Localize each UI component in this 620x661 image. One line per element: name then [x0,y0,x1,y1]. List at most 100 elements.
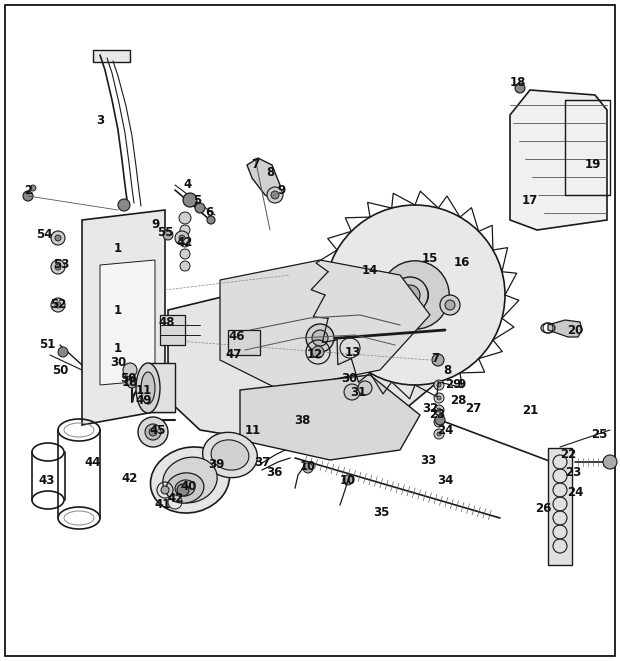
Text: 31: 31 [350,387,366,399]
Ellipse shape [151,447,229,513]
Text: 24: 24 [437,424,453,436]
Circle shape [51,231,65,245]
Polygon shape [548,448,572,565]
Circle shape [123,363,137,377]
Text: 49: 49 [136,393,153,407]
Circle shape [325,205,505,385]
Text: 34: 34 [437,473,453,486]
Text: 11: 11 [245,424,261,436]
Ellipse shape [166,473,204,503]
Text: 53: 53 [53,258,69,272]
Circle shape [312,346,324,358]
Text: 30: 30 [341,371,357,385]
Text: 9: 9 [457,379,465,391]
Text: 1: 1 [114,241,122,254]
Circle shape [23,191,33,201]
Text: 22: 22 [560,449,576,461]
Text: 25: 25 [591,428,607,440]
Ellipse shape [136,363,160,413]
Text: 37: 37 [254,457,270,469]
Circle shape [437,420,441,424]
Text: 1: 1 [114,342,122,354]
Circle shape [434,393,444,403]
Text: 51: 51 [39,338,55,352]
Text: 7: 7 [431,352,439,364]
Circle shape [344,384,360,400]
Polygon shape [93,50,130,62]
Circle shape [343,475,353,485]
Circle shape [440,295,460,315]
Text: 9: 9 [278,184,286,198]
Polygon shape [548,320,582,337]
Text: 54: 54 [36,229,52,241]
Text: 33: 33 [420,453,436,467]
Text: 50: 50 [120,371,136,385]
Circle shape [400,285,420,305]
Text: 18: 18 [510,75,526,89]
Text: 38: 38 [294,414,310,426]
Circle shape [195,203,205,213]
Circle shape [145,424,161,440]
Circle shape [127,378,137,388]
Circle shape [161,486,169,494]
Text: 19: 19 [585,159,601,171]
Circle shape [409,289,422,301]
Circle shape [175,231,189,245]
Text: 50: 50 [52,364,68,377]
Polygon shape [160,315,185,345]
Text: 43: 43 [39,473,55,486]
Polygon shape [247,158,280,200]
Polygon shape [82,210,165,425]
Text: 42: 42 [177,235,193,249]
Circle shape [183,193,197,207]
Circle shape [55,235,61,241]
Circle shape [271,191,279,199]
Text: 2: 2 [24,184,32,196]
Circle shape [434,429,444,439]
Text: 24: 24 [567,485,583,498]
Polygon shape [168,270,450,445]
Text: 9: 9 [151,219,159,231]
Text: 28: 28 [450,393,466,407]
Text: 52: 52 [50,299,66,311]
Circle shape [179,212,191,224]
Text: 6: 6 [205,206,213,219]
Text: 11: 11 [136,383,152,397]
Circle shape [163,230,173,240]
Circle shape [437,383,441,387]
Circle shape [434,380,444,390]
Circle shape [30,185,36,191]
Circle shape [303,463,313,473]
Ellipse shape [163,457,217,503]
Polygon shape [228,330,260,355]
Text: eReplacementParts.com: eReplacementParts.com [226,323,394,338]
Circle shape [180,225,190,235]
Text: 16: 16 [454,256,470,270]
Text: 39: 39 [208,459,224,471]
Ellipse shape [175,480,195,496]
Text: 36: 36 [266,467,282,479]
Circle shape [51,260,65,274]
Circle shape [434,417,444,427]
Text: 3: 3 [96,114,104,126]
Text: 18: 18 [122,375,138,389]
Circle shape [435,415,445,425]
Circle shape [177,484,189,496]
Text: 27: 27 [465,401,481,414]
Text: 40: 40 [181,481,197,494]
Circle shape [437,408,441,412]
Polygon shape [240,375,420,460]
Text: 47: 47 [226,348,242,362]
Circle shape [55,302,61,308]
Circle shape [267,187,283,203]
Circle shape [312,330,328,346]
Text: 23: 23 [565,467,581,479]
Circle shape [603,455,617,469]
Circle shape [434,405,444,415]
Text: 17: 17 [522,194,538,206]
Text: 41: 41 [155,498,171,510]
Text: 30: 30 [110,356,126,369]
Circle shape [118,199,130,211]
Circle shape [55,264,61,270]
Circle shape [445,300,455,310]
